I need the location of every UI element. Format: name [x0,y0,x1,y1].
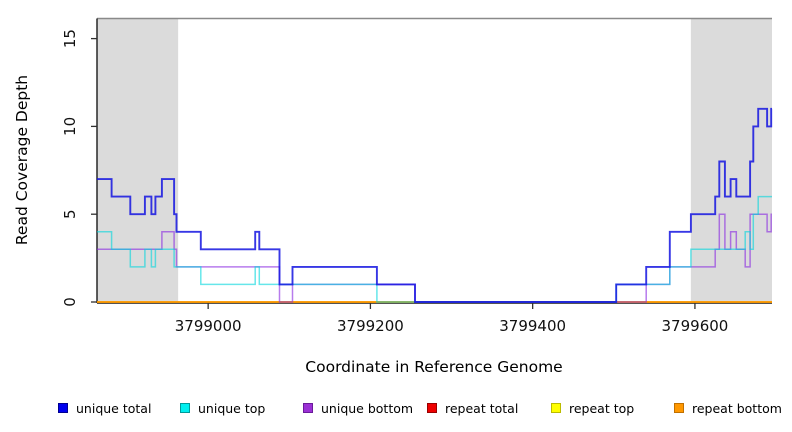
legend-label-repeat-top: repeat top [569,400,635,416]
legend-item-unique-top: unique top [180,399,265,417]
legend-item-repeat-total: repeat total [427,399,518,417]
series-line-unique-total [97,107,773,303]
legend-label-unique-top: unique top [198,400,266,416]
legend-item-unique-total: unique total [58,399,151,417]
legend-swatch-repeat-total [427,403,437,413]
legend-item-repeat-bottom: repeat bottom [674,399,782,417]
legend-swatch-unique-total [58,403,68,413]
legend-swatch-repeat-top [551,403,561,413]
shaded-region-0 [97,18,179,303]
y-axis-title: Read Coverage Depth [13,75,31,245]
y-tick-label: 5 [61,209,79,219]
legend-label-unique-total: unique total [76,400,152,416]
legend-swatch-repeat-bottom [674,403,684,413]
legend-item-repeat-top: repeat top [551,399,634,417]
legend-label-repeat-total: repeat total [445,400,519,416]
series-line-unique-top [97,195,772,303]
y-tick-label: 0 [61,297,79,307]
legend-label-unique-bottom: unique bottom [321,400,414,416]
legend-item-unique-bottom: unique bottom [303,399,413,417]
x-tick-label: 3799200 [337,317,404,335]
legend-label-repeat-bottom: repeat bottom [692,400,782,416]
legend-swatch-unique-bottom [303,403,313,413]
legend-swatch-unique-top [180,403,190,413]
y-tick-label: 15 [61,29,79,48]
x-tick-label: 3799600 [662,317,729,335]
x-axis-title: Coordinate in Reference Genome [305,358,562,376]
x-tick-label: 3799000 [175,317,242,335]
series-line-unique-bottom [97,213,772,303]
legend: unique total unique top unique bottom repea… [0,399,792,421]
shaded-region-1 [690,18,772,303]
x-tick-label: 3799400 [499,317,566,335]
y-tick-label: 10 [61,117,79,136]
